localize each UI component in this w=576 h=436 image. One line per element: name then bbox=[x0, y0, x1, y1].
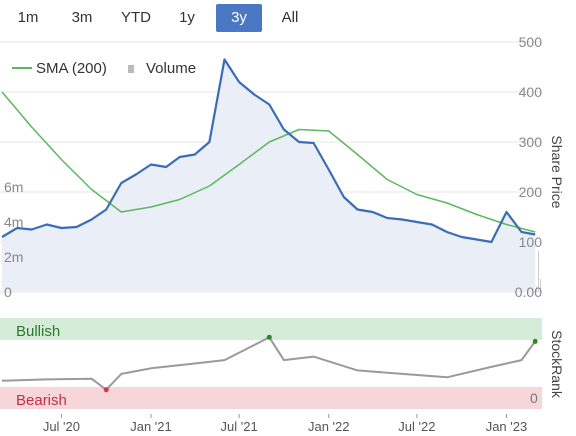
stockrank-bearish-point bbox=[103, 387, 109, 393]
volume-legend-swatch bbox=[128, 65, 134, 73]
range-button-1m[interactable]: 1m bbox=[17, 9, 39, 26]
x-tick-label: Jul '21 bbox=[221, 419, 258, 434]
x-tick-label: Jul '22 bbox=[398, 419, 435, 434]
range-button-3y[interactable]: 3y bbox=[216, 4, 262, 32]
price-tick-label: 0.00 bbox=[515, 284, 542, 300]
price-tick-label: 100 bbox=[519, 234, 543, 250]
volume-tick-label: 2m bbox=[4, 249, 23, 265]
range-button-3m[interactable]: 3m bbox=[71, 9, 93, 26]
x-tick-label: Jan '23 bbox=[486, 419, 528, 434]
volume-bar bbox=[540, 278, 541, 292]
price-tick-label: 300 bbox=[519, 134, 543, 150]
volume-tick-label: 0 bbox=[4, 284, 12, 300]
bullish-label: Bullish bbox=[16, 323, 60, 340]
stockrank-panel: Bullish Bearish 0 bbox=[0, 318, 542, 409]
range-button-ytd[interactable]: YTD bbox=[121, 9, 151, 26]
price-tick-label: 400 bbox=[519, 84, 543, 100]
sma-line bbox=[1, 91, 536, 233]
price-area-fill bbox=[2, 59, 536, 292]
volume-tick-label: 4m bbox=[4, 214, 23, 230]
chart-legend: SMA (200) Volume bbox=[12, 60, 196, 77]
x-tick-label: Jan '21 bbox=[130, 419, 172, 434]
sma-legend-label[interactable]: SMA (200) bbox=[36, 60, 107, 77]
range-button-1y[interactable]: 1y bbox=[179, 9, 195, 26]
share-price-axis-title: Share Price bbox=[549, 135, 565, 208]
range-button-all[interactable]: All bbox=[281, 9, 299, 26]
volume-legend-label[interactable]: Volume bbox=[146, 60, 196, 77]
volume-tick-label: 6m bbox=[4, 179, 23, 195]
stockrank-axis-title: StockRank bbox=[549, 330, 565, 399]
stockrank-line bbox=[1, 336, 537, 391]
x-tick-label: Jan '22 bbox=[308, 419, 350, 434]
bearish-label: Bearish bbox=[16, 392, 67, 409]
price-tick-label: 200 bbox=[519, 184, 543, 200]
bearish-band bbox=[0, 387, 542, 409]
volume-bar bbox=[536, 286, 537, 292]
price-line bbox=[1, 58, 536, 244]
volume-bar bbox=[538, 250, 539, 292]
stockrank-zero-label: 0 bbox=[530, 390, 538, 406]
x-tick-label: Jul '20 bbox=[43, 419, 80, 434]
stockrank-bullish-point bbox=[266, 334, 272, 340]
range-selector: 1m 3m YTD 1y 3y All bbox=[10, 2, 340, 34]
stockrank-bullish-point bbox=[532, 338, 538, 344]
bullish-band bbox=[0, 318, 542, 340]
price-tick-label: 500 bbox=[519, 34, 543, 50]
